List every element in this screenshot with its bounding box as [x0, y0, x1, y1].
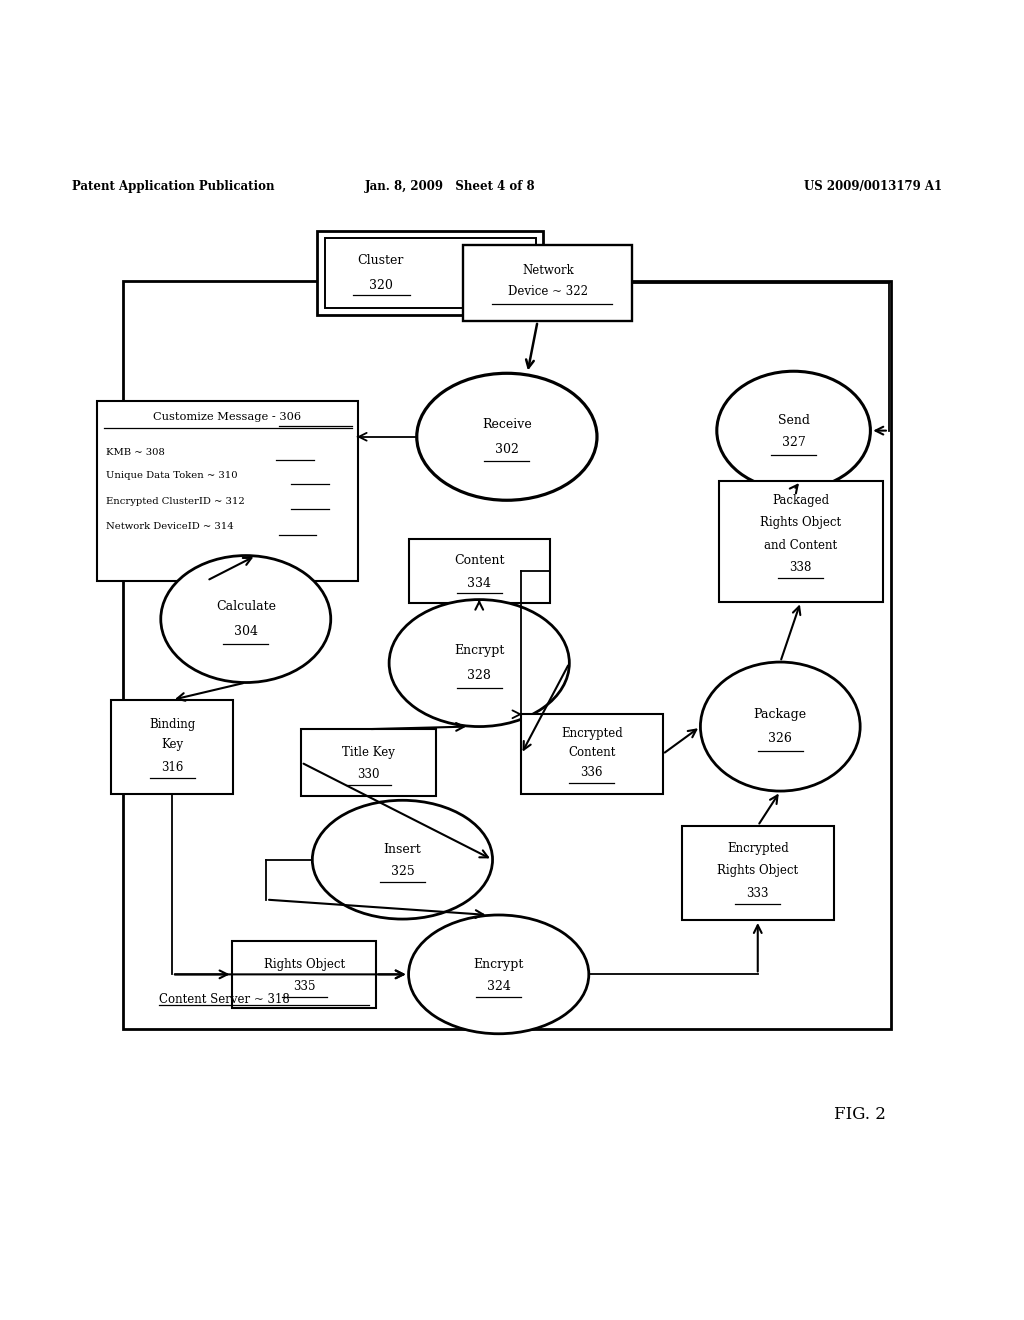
Bar — [409, 539, 550, 603]
Text: Receive: Receive — [482, 418, 531, 430]
Ellipse shape — [417, 374, 597, 500]
Text: 326: 326 — [768, 733, 793, 746]
Ellipse shape — [409, 915, 589, 1034]
Text: and Content: and Content — [764, 539, 838, 552]
Text: Patent Application Publication: Patent Application Publication — [72, 181, 274, 194]
Bar — [232, 941, 376, 1007]
Bar — [317, 231, 543, 315]
Text: 333: 333 — [746, 887, 769, 900]
Text: KMB ~ 308: KMB ~ 308 — [106, 447, 165, 457]
Text: Send: Send — [777, 414, 810, 426]
Text: Key: Key — [161, 738, 183, 751]
Bar — [719, 480, 883, 602]
Ellipse shape — [312, 800, 493, 919]
Bar — [123, 281, 891, 1028]
Text: Customize Message - 306: Customize Message - 306 — [154, 412, 301, 422]
Bar — [96, 401, 358, 581]
Text: Encrypted ClusterID ~ 312: Encrypted ClusterID ~ 312 — [106, 496, 245, 506]
Text: Encrypt: Encrypt — [454, 644, 505, 657]
Text: Title Key: Title Key — [342, 746, 395, 759]
Text: 335: 335 — [293, 981, 315, 993]
Text: 324: 324 — [486, 981, 511, 993]
Text: US 2009/0013179 A1: US 2009/0013179 A1 — [804, 181, 942, 194]
Ellipse shape — [161, 556, 331, 682]
Text: Encrypt: Encrypt — [473, 957, 524, 970]
Bar — [325, 238, 536, 308]
Text: 327: 327 — [781, 437, 806, 449]
Text: Binding: Binding — [148, 718, 196, 731]
Text: Cluster: Cluster — [357, 255, 404, 267]
Text: 330: 330 — [357, 768, 380, 781]
Text: Content: Content — [454, 554, 505, 568]
Text: 334: 334 — [467, 577, 492, 590]
Text: Calculate: Calculate — [216, 601, 275, 614]
Bar — [682, 826, 834, 920]
Text: 336: 336 — [581, 766, 603, 779]
Text: Device ~ 322: Device ~ 322 — [508, 285, 588, 298]
Text: Rights Object: Rights Object — [717, 865, 799, 878]
Text: Unique Data Token ~ 310: Unique Data Token ~ 310 — [106, 471, 239, 480]
Text: 325: 325 — [390, 866, 415, 879]
Text: Network: Network — [522, 264, 573, 277]
Text: Rights Object: Rights Object — [263, 957, 345, 970]
Bar — [463, 246, 633, 321]
Text: Package: Package — [754, 708, 807, 721]
Text: Content: Content — [568, 746, 615, 759]
Bar — [111, 700, 233, 795]
Bar — [521, 714, 663, 795]
Text: 328: 328 — [467, 669, 492, 682]
Text: Encrypted: Encrypted — [561, 727, 623, 741]
Text: 320: 320 — [369, 279, 393, 292]
Ellipse shape — [700, 663, 860, 791]
Text: FIG. 2: FIG. 2 — [835, 1106, 886, 1123]
Text: 302: 302 — [495, 442, 519, 455]
Ellipse shape — [717, 371, 870, 490]
Text: Network DeviceID ~ 314: Network DeviceID ~ 314 — [106, 523, 234, 532]
Text: Rights Object: Rights Object — [760, 516, 842, 529]
Bar — [301, 729, 436, 796]
Text: Insert: Insert — [384, 843, 421, 855]
Text: Encrypted: Encrypted — [727, 842, 788, 855]
Text: 304: 304 — [233, 624, 258, 638]
Text: Content Server ~ 318: Content Server ~ 318 — [159, 994, 290, 1006]
Text: Jan. 8, 2009   Sheet 4 of 8: Jan. 8, 2009 Sheet 4 of 8 — [366, 181, 536, 194]
Ellipse shape — [389, 599, 569, 726]
Text: Packaged: Packaged — [772, 494, 829, 507]
Text: 338: 338 — [790, 561, 812, 574]
Text: 316: 316 — [161, 762, 183, 774]
